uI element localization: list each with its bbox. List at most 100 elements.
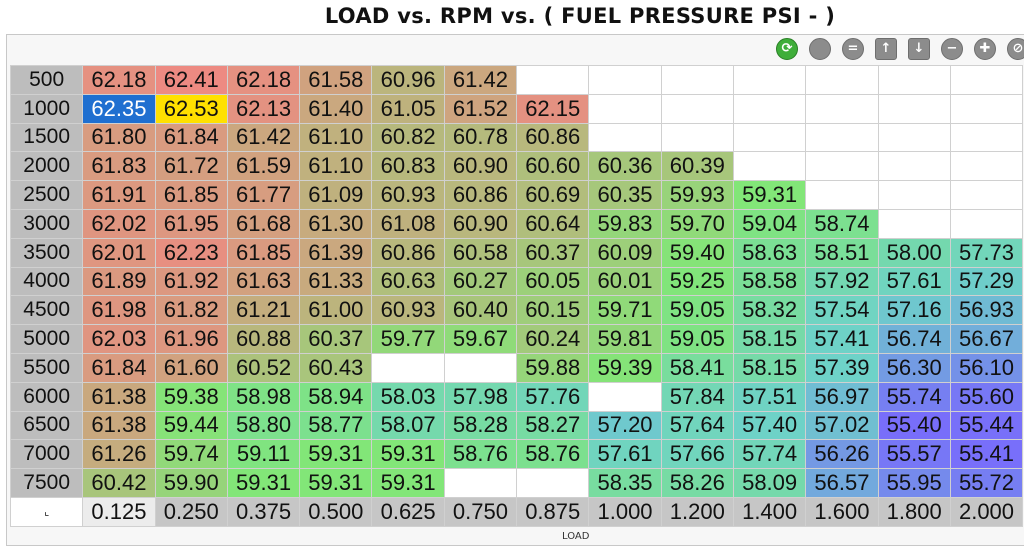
table-cell[interactable] bbox=[949, 208, 1024, 239]
table-cell[interactable]: 58.26 bbox=[660, 468, 734, 498]
table-cell[interactable]: 59.31 bbox=[299, 439, 373, 470]
table-cell[interactable]: 59.31 bbox=[226, 468, 301, 498]
table-cell[interactable]: 57.41 bbox=[805, 324, 879, 354]
row-header-rpm[interactable]: 5500 bbox=[9, 352, 84, 383]
table-cell[interactable]: 58.09 bbox=[732, 468, 807, 498]
table-cell[interactable]: 60.93 bbox=[371, 295, 445, 326]
table-cell[interactable]: 59.83 bbox=[588, 208, 662, 239]
table-cell[interactable]: 57.29 bbox=[949, 266, 1024, 297]
table-cell[interactable]: 57.98 bbox=[443, 381, 518, 412]
table-cell[interactable] bbox=[371, 352, 445, 383]
row-header-rpm[interactable]: 1000 bbox=[9, 93, 84, 124]
table-cell[interactable]: 57.74 bbox=[732, 439, 807, 470]
row-header-rpm[interactable]: 3500 bbox=[9, 237, 84, 268]
table-cell[interactable]: 60.86 bbox=[443, 180, 518, 210]
table-cell[interactable]: 58.76 bbox=[443, 439, 518, 470]
table-cell[interactable]: 56.97 bbox=[805, 381, 879, 412]
table-cell[interactable]: 58.58 bbox=[732, 266, 807, 297]
table-cell[interactable]: 57.39 bbox=[805, 352, 879, 383]
table-cell[interactable]: 62.41 bbox=[154, 65, 228, 95]
table-cell[interactable]: 61.39 bbox=[299, 237, 373, 268]
table-cell[interactable] bbox=[588, 122, 662, 153]
table-cell[interactable]: 57.20 bbox=[588, 410, 662, 441]
table-cell[interactable]: 59.31 bbox=[371, 468, 445, 498]
table-cell[interactable]: 56.93 bbox=[949, 295, 1024, 326]
table-cell[interactable]: 61.89 bbox=[82, 266, 156, 297]
table-cell[interactable]: 55.40 bbox=[877, 410, 951, 441]
table-cell[interactable]: 60.40 bbox=[443, 295, 518, 326]
table-cell[interactable] bbox=[877, 151, 951, 182]
table-cell[interactable]: 61.84 bbox=[82, 352, 156, 383]
table-cell[interactable]: 59.67 bbox=[443, 324, 518, 354]
table-cell[interactable]: 61.10 bbox=[299, 151, 373, 182]
table-cell[interactable]: 61.60 bbox=[154, 352, 228, 383]
table-cell[interactable]: 56.74 bbox=[877, 324, 951, 354]
column-header-load[interactable]: 0.500 bbox=[299, 496, 373, 527]
table-cell[interactable]: 56.57 bbox=[805, 468, 879, 498]
table-cell[interactable] bbox=[443, 352, 518, 383]
table-cell[interactable]: 56.10 bbox=[949, 352, 1024, 383]
table-cell[interactable]: 58.07 bbox=[371, 410, 445, 441]
row-header-rpm[interactable]: 500 bbox=[9, 65, 84, 95]
table-cell[interactable]: 58.77 bbox=[299, 410, 373, 441]
table-cell[interactable]: 60.69 bbox=[516, 180, 590, 210]
column-header-load[interactable]: 0.750 bbox=[443, 496, 518, 527]
cursor-cell[interactable]: 62.53 bbox=[154, 93, 228, 124]
table-cell[interactable]: 58.74 bbox=[805, 208, 879, 239]
column-header-load[interactable]: 0.875 bbox=[516, 496, 590, 527]
table-cell[interactable]: 59.40 bbox=[660, 237, 734, 268]
arrow-up-icon[interactable]: ↑ bbox=[875, 38, 897, 60]
refresh-icon[interactable]: ⟳ bbox=[776, 38, 798, 60]
table-cell[interactable]: 61.58 bbox=[299, 65, 373, 95]
table-cell[interactable]: 61.09 bbox=[299, 180, 373, 210]
selected-cell[interactable]: 62.35 bbox=[82, 93, 156, 124]
table-cell[interactable]: 61.59 bbox=[226, 151, 301, 182]
table-cell[interactable]: 57.76 bbox=[516, 381, 590, 412]
row-header-rpm[interactable]: 7500 bbox=[9, 468, 84, 498]
table-cell[interactable]: 61.68 bbox=[226, 208, 301, 239]
table-cell[interactable]: 61.26 bbox=[82, 439, 156, 470]
table-cell[interactable] bbox=[660, 122, 734, 153]
table-cell[interactable]: 62.01 bbox=[82, 237, 156, 268]
table-cell[interactable] bbox=[949, 65, 1024, 95]
table-cell[interactable]: 60.96 bbox=[371, 65, 445, 95]
table-cell[interactable]: 60.01 bbox=[588, 266, 662, 297]
table-cell[interactable]: 61.63 bbox=[226, 266, 301, 297]
table-cell[interactable] bbox=[516, 468, 590, 498]
table-cell[interactable]: 62.03 bbox=[82, 324, 156, 354]
table-cell[interactable]: 59.25 bbox=[660, 266, 734, 297]
row-header-rpm[interactable]: 2000 bbox=[9, 151, 84, 182]
table-cell[interactable]: 60.37 bbox=[299, 324, 373, 354]
table-cell[interactable]: 60.15 bbox=[516, 295, 590, 326]
table-cell[interactable]: 60.60 bbox=[516, 151, 590, 182]
table-cell[interactable]: 59.05 bbox=[660, 324, 734, 354]
table-cell[interactable] bbox=[588, 65, 662, 95]
table-cell[interactable]: 61.30 bbox=[299, 208, 373, 239]
table-cell[interactable] bbox=[732, 65, 807, 95]
column-header-load[interactable]: 0.125 bbox=[82, 496, 156, 527]
table-cell[interactable] bbox=[805, 180, 879, 210]
table-cell[interactable]: 58.03 bbox=[371, 381, 445, 412]
table-cell[interactable]: 59.70 bbox=[660, 208, 734, 239]
table-cell[interactable]: 61.77 bbox=[226, 180, 301, 210]
table-cell[interactable]: 58.15 bbox=[732, 352, 807, 383]
table-cell[interactable]: 57.61 bbox=[588, 439, 662, 470]
table-cell[interactable]: 60.05 bbox=[516, 266, 590, 297]
table-cell[interactable]: 61.33 bbox=[299, 266, 373, 297]
row-header-rpm[interactable]: 6000 bbox=[9, 381, 84, 412]
table-cell[interactable]: 58.94 bbox=[299, 381, 373, 412]
row-header-rpm[interactable]: 2500 bbox=[9, 180, 84, 210]
table-cell[interactable]: 58.80 bbox=[226, 410, 301, 441]
table-cell[interactable]: 61.98 bbox=[82, 295, 156, 326]
column-header-load[interactable]: 1.200 bbox=[660, 496, 734, 527]
table-cell[interactable]: 58.27 bbox=[516, 410, 590, 441]
table-cell[interactable] bbox=[805, 93, 879, 124]
row-header-rpm[interactable]: 4000 bbox=[9, 266, 84, 297]
table-cell[interactable]: 59.90 bbox=[154, 468, 228, 498]
table-cell[interactable]: 60.58 bbox=[443, 237, 518, 268]
table-cell[interactable]: 57.54 bbox=[805, 295, 879, 326]
table-cell[interactable]: 61.84 bbox=[154, 122, 228, 153]
table-cell[interactable]: 61.91 bbox=[82, 180, 156, 210]
table-cell[interactable]: 59.93 bbox=[660, 180, 734, 210]
column-header-load[interactable]: 0.375 bbox=[226, 496, 301, 527]
